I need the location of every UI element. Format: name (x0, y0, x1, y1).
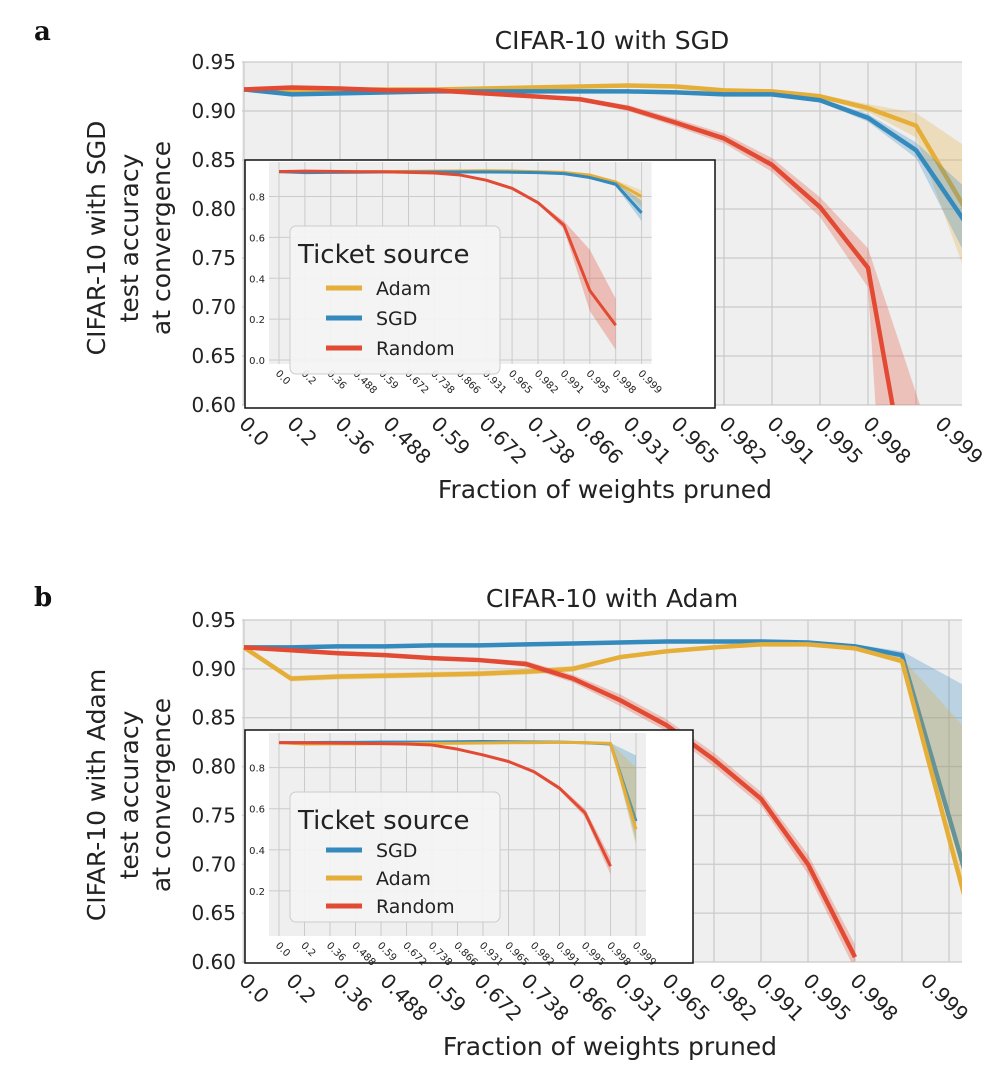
y-tick-label-a: 0.60 (191, 393, 236, 417)
inset-series-b (278, 740, 638, 875)
x-tick-label-a: 0.0 (234, 412, 273, 451)
y-axis-label-a-line1: CIFAR-10 with SGD (82, 121, 111, 356)
series-group-b (242, 639, 962, 962)
legend-entry-sgd-a: SGD (376, 308, 417, 330)
inset-y-tick-label-b: 0.2 (249, 887, 265, 898)
legend-b: Ticket source SGD Adam Random (289, 791, 501, 923)
panel-letter-b: b (34, 583, 52, 613)
x-tick-label-b: 0.866 (563, 969, 620, 1026)
x-tick-label-a: 0.866 (570, 412, 627, 469)
inset-series-a (278, 169, 643, 350)
x-tick-label-a: 0.488 (378, 412, 435, 469)
panel-letter-a: a (34, 17, 51, 47)
inset-y-tick-label-b: 0.4 (249, 846, 265, 857)
line-random-b (243, 645, 858, 959)
x-tick-label-b: 0.991 (751, 969, 808, 1026)
x-tick-label-b: 0.965 (657, 969, 714, 1026)
legend-entry-random-b: Random (376, 896, 455, 918)
y-tick-label-b: 0.75 (191, 803, 236, 827)
inset-line-random-b (278, 741, 612, 867)
series-group-a (243, 83, 962, 405)
x-tick-label-b: 0.2 (281, 969, 320, 1008)
y-tick-label-a: 0.75 (191, 246, 236, 270)
y-axis-label-b-line3: at convergence (147, 698, 176, 892)
inset-y-tick-label-a: 0.0 (249, 356, 265, 367)
line-sgd-a (243, 87, 962, 222)
x-tick-label-b: 0.738 (516, 969, 573, 1026)
x-tick-label-b: 0.931 (610, 969, 667, 1026)
y-tick-label-a: 0.80 (191, 197, 236, 221)
chart-a: 0.950.900.850.800.750.700.650.600.0 0.2 0.… (191, 50, 986, 469)
x-tick-label-a: 0.2 (282, 412, 321, 451)
x-axis-label-b: Fraction of weights pruned (443, 1032, 777, 1061)
chart-title-b: CIFAR-10 with Adam (486, 584, 738, 613)
legend-entry-sgd-b: SGD (376, 840, 417, 862)
inset-y-tick-label-b: 0.6 (249, 805, 265, 816)
line-random-a (243, 85, 895, 405)
x-tick-label-a: 0.995 (810, 412, 867, 469)
x-tick-label-a: 0.931 (618, 412, 675, 469)
y-tick-label-b: 0.70 (191, 852, 236, 876)
x-tick-label-b: 0.995 (798, 969, 855, 1026)
inset-y-tick-label-b: 0.8 (249, 764, 265, 775)
x-tick-label-a: 0.982 (714, 412, 771, 469)
inset-y-tick-label-a: 0.4 (249, 274, 265, 285)
x-tick-label-a: 0.965 (666, 412, 723, 469)
legend-a: Ticket source Adam SGD Random (289, 225, 501, 375)
inset-y-tick-label-a: 0.2 (249, 315, 265, 326)
legend-title-b: Ticket source (297, 806, 470, 836)
legend-title-a: Ticket source (297, 240, 470, 270)
x-tick-label-a: 0.998 (858, 412, 915, 469)
x-tick-label-b: 0.672 (469, 969, 526, 1026)
y-tick-label-a: 0.65 (191, 344, 236, 368)
x-axis-label-a: Fraction of weights pruned (438, 475, 772, 504)
y-tick-label-b: 0.90 (191, 657, 236, 681)
y-tick-label-b: 0.65 (191, 901, 236, 925)
x-tick-label-a: 0.672 (474, 412, 531, 469)
inset-y-tick-label-a: 0.8 (249, 193, 265, 204)
y-tick-label-b: 0.80 (191, 755, 236, 779)
line-adam-b (242, 642, 962, 896)
y-tick-label-b: 0.95 (191, 608, 236, 632)
y-tick-label-a: 0.90 (191, 99, 236, 123)
panel-b: b CIFAR-10 with Adam CIFAR-10 with Adam … (34, 583, 777, 1061)
inset-y-tick-label-a: 0.6 (249, 233, 265, 244)
x-tick-label-b: 0.999 (916, 969, 973, 1026)
x-tick-label-b: 0.982 (704, 969, 761, 1026)
x-tick-label-b: 0.36 (328, 969, 376, 1017)
legend-box-b (289, 791, 501, 923)
y-axis-label-a-line2: test accuracy (115, 153, 144, 322)
legend-entry-adam-a: Adam (376, 278, 431, 300)
y-tick-label-a: 0.85 (191, 148, 236, 172)
chart-title-a: CIFAR-10 with SGD (495, 26, 730, 55)
y-axis-label-b-line2: test accuracy (115, 710, 144, 879)
y-tick-label-b: 0.60 (191, 950, 236, 974)
legend-entry-random-a: Random (376, 338, 455, 360)
inset-line-random-a (278, 169, 617, 327)
y-tick-label-a: 0.70 (191, 295, 236, 319)
x-tick-label-b: 0.0 (234, 969, 273, 1008)
x-tick-label-a: 0.36 (330, 412, 378, 460)
x-tick-label-a: 0.991 (762, 412, 819, 469)
chart-b: 0.950.900.850.800.750.700.650.600.0 0.2 0.… (191, 608, 973, 1026)
x-tick-label-a: 0.999 (930, 412, 986, 469)
x-tick-label-b: 0.488 (375, 969, 432, 1026)
panel-a: a CIFAR-10 with SGD CIFAR-10 with SGD te… (34, 17, 772, 504)
y-tick-label-b: 0.85 (191, 706, 236, 730)
x-tick-label-b: 0.998 (845, 969, 902, 1026)
y-tick-label-a: 0.95 (191, 50, 236, 74)
legend-entry-adam-b: Adam (376, 868, 431, 890)
legend-box-a (289, 225, 501, 375)
y-axis-label-b-line1: CIFAR-10 with Adam (82, 669, 111, 921)
y-axis-label-a-line3: at convergence (147, 141, 176, 335)
x-tick-label-a: 0.738 (522, 412, 579, 469)
